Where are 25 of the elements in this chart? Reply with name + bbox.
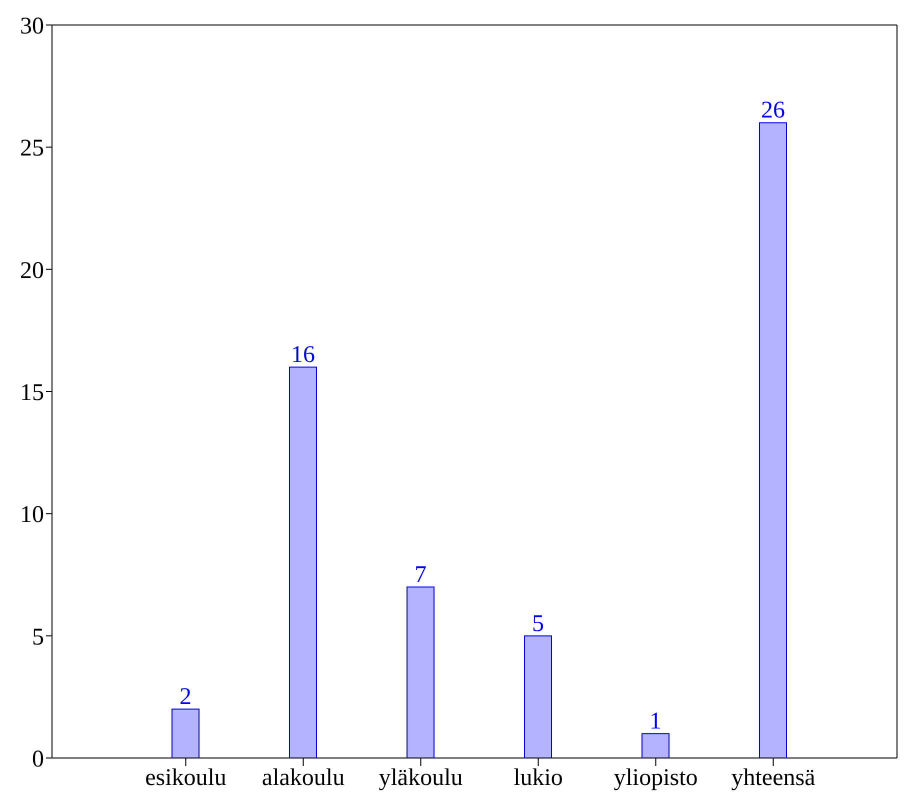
data-label: 26 — [761, 98, 785, 124]
bar — [289, 366, 317, 758]
bar — [524, 635, 552, 758]
y-tick-label: 30 — [20, 14, 44, 40]
data-label: 5 — [532, 610, 544, 637]
x-tick-label: yliopisto — [614, 765, 698, 792]
y-tick-label: 20 — [20, 258, 44, 284]
x-tick-label: yhteensä — [731, 765, 816, 792]
bar — [642, 733, 670, 758]
y-tick-label: 10 — [20, 502, 44, 528]
y-tick-label: 15 — [20, 380, 44, 406]
y-tick-label: 5 — [32, 624, 44, 650]
data-label: 16 — [291, 342, 315, 368]
bar — [172, 708, 200, 758]
data-label: 2 — [180, 684, 192, 710]
bar — [759, 122, 787, 758]
bar — [406, 586, 434, 758]
x-tick-label: alakoulu — [262, 765, 345, 792]
y-tick-label: 25 — [20, 136, 44, 162]
y-tick-label: 0 — [32, 746, 44, 773]
x-tick-label: lukio — [514, 765, 563, 792]
data-label: 1 — [650, 708, 662, 735]
x-tick-label: yläkoulu — [378, 765, 463, 792]
x-tick-label: esikoulu — [145, 765, 226, 792]
data-label: 7 — [414, 562, 426, 588]
